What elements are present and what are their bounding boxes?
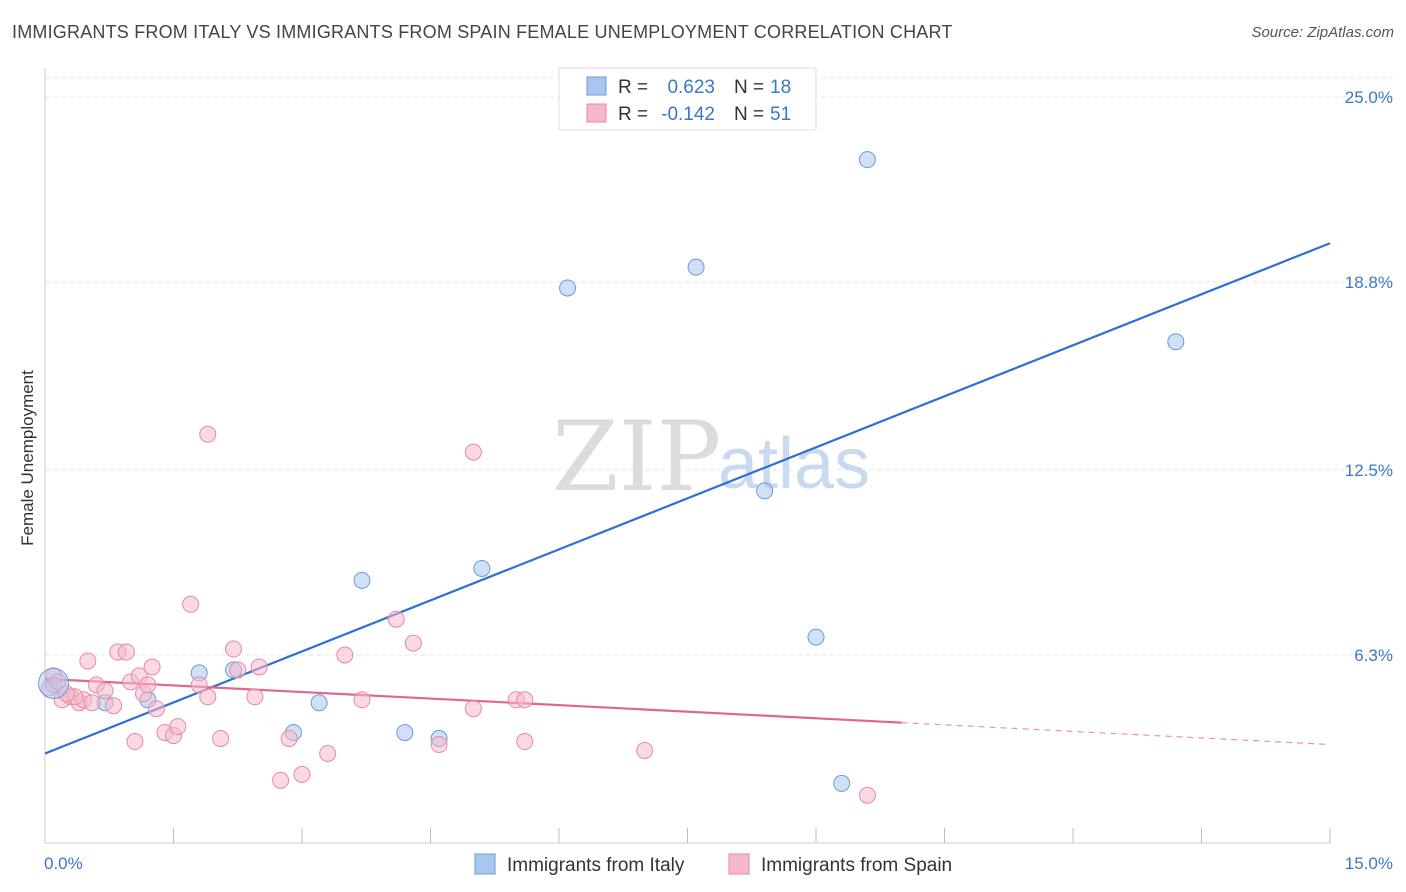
- point-spain: [516, 691, 534, 709]
- point-italy: [833, 774, 851, 792]
- y-tick-labels: 6.3% 12.5% 18.8% 25.0%: [1345, 88, 1393, 665]
- watermark-atlas: atlas: [718, 424, 870, 504]
- point-spain: [147, 700, 165, 718]
- y-tick-label: 25.0%: [1345, 88, 1393, 107]
- x-tick-label: 0.0%: [44, 854, 83, 873]
- legend-swatch: [586, 103, 607, 123]
- legend-swatch: [586, 76, 607, 96]
- point-italy: [756, 482, 774, 500]
- point-spain: [79, 652, 97, 670]
- y-tick-label: 12.5%: [1345, 461, 1393, 480]
- bottom-legend-swatch: [728, 853, 750, 875]
- point-italy: [353, 571, 371, 589]
- chart-title: IMMIGRANTS FROM ITALY VS IMMIGRANTS FROM…: [12, 22, 953, 42]
- legend-n-value: 51: [770, 104, 791, 125]
- point-spain: [199, 425, 217, 443]
- point-italy: [310, 694, 328, 712]
- legend-r-label: R =: [618, 104, 648, 125]
- point-spain: [858, 786, 876, 804]
- y-tick-label: 6.3%: [1354, 646, 1393, 665]
- bottom-legend-swatch: [474, 853, 496, 875]
- point-spain: [336, 646, 354, 664]
- point-spain: [143, 658, 161, 676]
- point-spain: [272, 771, 290, 789]
- legend-n-value: 18: [770, 77, 791, 98]
- point-spain: [636, 741, 654, 759]
- point-spain: [49, 673, 67, 691]
- y-tick-label: 18.8%: [1345, 273, 1393, 292]
- bottom-legend-label: Immigrants from Spain: [761, 855, 952, 876]
- bottom-legend: Immigrants from Italy Immigrants from Spa…: [474, 853, 952, 876]
- point-spain: [293, 765, 311, 783]
- point-italy: [1167, 333, 1185, 351]
- point-spain: [430, 736, 448, 754]
- top-legend: R = 0.623 N = 18 R = -0.142 N = 51: [558, 67, 817, 131]
- watermark-zip: ZIP: [552, 401, 721, 513]
- point-spain: [139, 676, 157, 694]
- point-italy: [396, 724, 414, 742]
- point-spain: [190, 676, 208, 694]
- point-italy: [687, 258, 705, 276]
- point-spain: [182, 595, 200, 613]
- point-spain: [387, 610, 405, 628]
- bottom-legend-label: Immigrants from Italy: [507, 855, 685, 876]
- point-spain: [246, 688, 264, 706]
- legend-r-value: 0.623: [667, 77, 715, 98]
- point-spain: [319, 744, 337, 762]
- legend-n-label: N =: [734, 77, 764, 98]
- legend-r-label: R =: [618, 77, 648, 98]
- data-points: [38, 151, 1185, 804]
- point-spain: [96, 682, 114, 700]
- point-spain: [126, 733, 144, 751]
- point-spain: [353, 691, 371, 709]
- point-spain: [57, 685, 75, 703]
- gridlines: [45, 77, 1395, 656]
- x-tick-label: 15.0%: [1345, 854, 1393, 873]
- point-spain: [229, 661, 247, 679]
- point-spain: [516, 733, 534, 751]
- point-italy: [807, 628, 825, 646]
- axes: [44, 68, 1331, 844]
- point-spain: [404, 634, 422, 652]
- point-italy: [858, 151, 876, 169]
- point-spain: [117, 643, 135, 661]
- trendline-dashed: [901, 722, 1331, 746]
- point-italy: [559, 279, 577, 297]
- point-italy-cluster: [38, 667, 70, 699]
- legend-n-label: N =: [734, 104, 764, 125]
- chart-source: Source: ZipAtlas.com: [1251, 24, 1394, 41]
- point-spain: [464, 443, 482, 461]
- y-axis-label: Female Unemployment: [18, 370, 37, 546]
- point-spain: [224, 640, 242, 658]
- x-tick-labels: 0.0% 15.0%: [44, 854, 1393, 873]
- point-spain: [199, 688, 217, 706]
- point-spain: [105, 697, 123, 715]
- point-spain: [169, 718, 187, 736]
- point-spain: [280, 730, 298, 748]
- point-italy: [473, 559, 491, 577]
- point-spain: [83, 694, 101, 712]
- point-spain: [464, 700, 482, 718]
- point-spain: [250, 658, 268, 676]
- watermark: ZIP atlas: [552, 401, 870, 513]
- legend-r-value: -0.142: [661, 104, 715, 125]
- point-spain: [212, 730, 230, 748]
